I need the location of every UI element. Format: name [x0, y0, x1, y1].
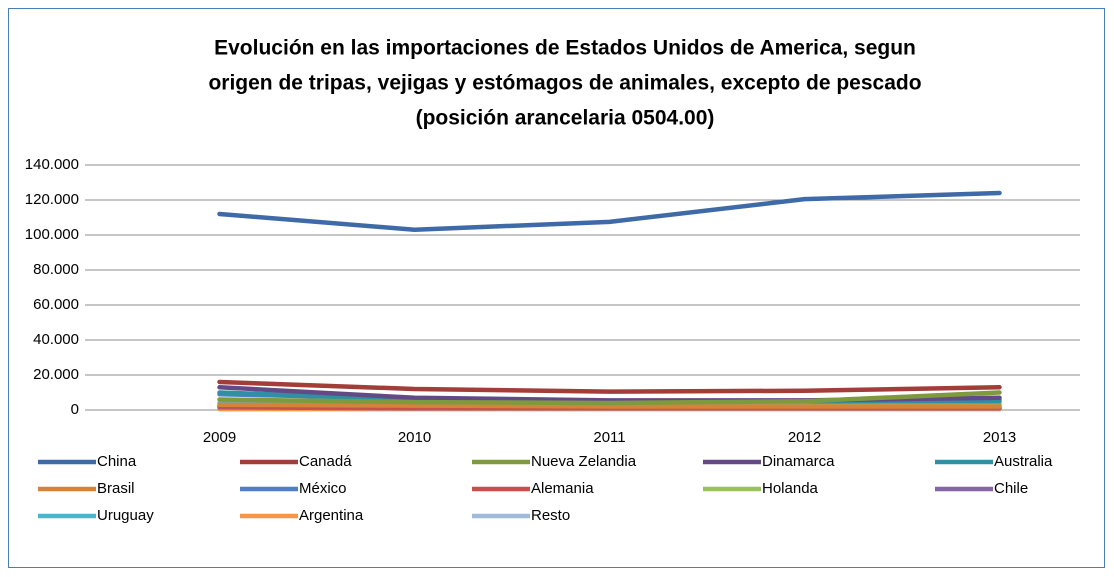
legend-label: Brasil: [97, 480, 135, 497]
legend-label: Chile: [994, 480, 1028, 497]
y-tick-label: 100.000: [25, 226, 79, 243]
x-tick-label: 2011: [593, 429, 625, 446]
legend-label: Holanda: [762, 480, 819, 497]
legend-label: Dinamarca: [762, 453, 835, 470]
legend-label: China: [97, 453, 137, 470]
chart-border: [8, 8, 1105, 568]
series-line: [217, 190, 1002, 232]
chart-title: (posición arancelaria 0504.00): [416, 107, 715, 130]
chart-title: Evolución en las importaciones de Estado…: [214, 37, 916, 60]
x-tick-label: 2010: [398, 429, 431, 446]
x-tick-label: 2013: [983, 429, 1016, 446]
y-tick-label: 20.000: [33, 366, 79, 383]
x-tick-label: 2009: [203, 429, 236, 446]
series-line: [217, 390, 1002, 406]
y-tick-label: 80.000: [33, 261, 79, 278]
y-tick-label: 40.000: [33, 331, 79, 348]
legend-label: Resto: [531, 507, 570, 524]
legend-label: Nueva Zelandia: [531, 453, 637, 470]
legend-label: Alemania: [531, 480, 594, 497]
series-line: [217, 379, 1002, 394]
legend-label: México: [299, 480, 347, 497]
y-tick-label: 140.000: [25, 156, 79, 173]
chart-title: origen de tripas, vejigas y estómagos de…: [208, 72, 921, 95]
series-line: [217, 402, 1002, 409]
legend-label: Canadá: [299, 453, 352, 470]
y-tick-label: 120.000: [25, 191, 79, 208]
legend-label: Australia: [994, 453, 1053, 470]
x-tick-label: 2012: [788, 429, 821, 446]
y-tick-label: 0: [71, 401, 79, 418]
legend-label: Argentina: [299, 507, 364, 524]
legend-label: Uruguay: [97, 507, 154, 524]
y-tick-label: 60.000: [33, 296, 79, 313]
